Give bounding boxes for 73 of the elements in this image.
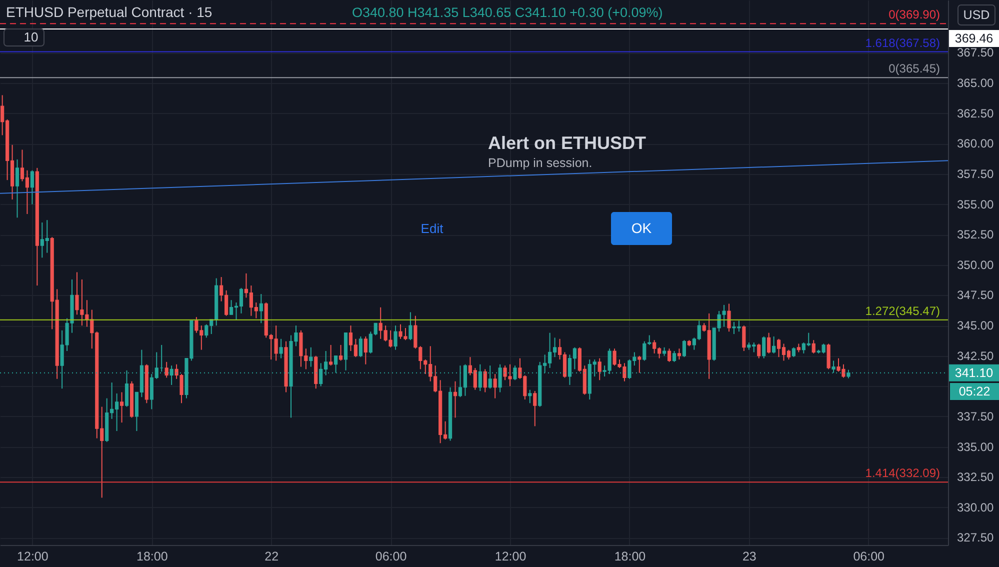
y-tick-label: 350.00	[957, 258, 994, 272]
text: 05:22	[958, 384, 990, 398]
y-tick-label: 362.50	[957, 106, 994, 120]
candlestick	[812, 340, 816, 354]
y-tick-label: 352.50	[957, 228, 994, 242]
annotation: 10	[24, 30, 38, 44]
candlestick	[408, 312, 412, 341]
y-tick-label: 367.50	[957, 46, 994, 60]
y-tick-label: 342.50	[957, 348, 994, 363]
candlestick	[30, 170, 34, 205]
candlestick	[453, 380, 458, 418]
candlestick	[329, 344, 333, 366]
candlestick	[767, 332, 771, 354]
candlestick	[394, 325, 398, 350]
candlestick	[309, 346, 313, 368]
candlestick	[279, 338, 283, 359]
annotation: PDump in session.	[488, 156, 592, 170]
candlestick	[727, 303, 731, 332]
y-tick-label: 355.00	[957, 197, 994, 212]
y-tick-label: 337.50	[957, 409, 994, 424]
x-tick-label: 22	[264, 550, 279, 564]
candlestick	[164, 361, 168, 378]
candlestick	[826, 343, 830, 370]
x-tick-label: 23	[742, 550, 756, 564]
text: USD	[963, 8, 990, 22]
candlestick	[672, 350, 676, 362]
candlestick	[638, 355, 642, 374]
chart-title: ETHUSD Perpetual Contract · 15	[6, 4, 212, 20]
candlestick	[120, 392, 124, 424]
ref-line-label: 1.272(345.47)	[865, 304, 940, 318]
candlestick	[762, 336, 766, 359]
candlestick	[358, 336, 362, 358]
y-tick-label: 345.00	[957, 318, 994, 333]
candlestick	[483, 368, 487, 393]
annotation: Edit	[420, 221, 444, 236]
ref-line-label: 369.46	[954, 32, 994, 46]
y-tick-label: 335.00	[957, 440, 994, 454]
x-tick-label: 06:00	[853, 550, 885, 564]
x-tick-label: 06:00	[375, 550, 407, 564]
candlestick	[677, 348, 682, 360]
y-tick-label: 347.50	[957, 288, 994, 302]
candlestick	[667, 348, 672, 362]
candlestick	[528, 389, 532, 404]
y-tick-label: 330.00	[957, 500, 994, 514]
candlestick	[742, 325, 746, 352]
ref-line-label: 0(365.45)	[888, 62, 940, 76]
y-tick-label: 357.50	[957, 166, 994, 181]
y-tick-label: 327.50	[957, 530, 994, 545]
annotation: OK	[631, 220, 652, 236]
x-tick-label: 18:00	[136, 550, 168, 564]
y-tick-label: 365.00	[957, 76, 994, 90]
x-tick-label: 12:00	[494, 550, 526, 564]
ref-line-label: 341.10	[954, 366, 994, 380]
y-tick-label: 332.50	[957, 470, 994, 484]
candlestick	[338, 344, 343, 362]
candlestick	[493, 374, 497, 399]
candlestick	[364, 336, 368, 365]
candlestick	[792, 346, 796, 358]
ref-line-label: 0(369.90)	[888, 8, 940, 22]
candlestick	[15, 158, 20, 218]
y-tick-label: 360.00	[957, 136, 994, 151]
candlestick	[757, 343, 761, 359]
candlestick	[533, 390, 537, 427]
chart-subtitle: O340.80 H341.35 L340.65 C341.10 +0.30 (+0.09%)	[352, 5, 663, 20]
x-tick-label: 12:00	[17, 550, 48, 564]
candlestick	[772, 336, 776, 354]
annotation: Alert on ETHUSDT	[488, 133, 646, 153]
candlestick	[598, 358, 602, 381]
ref-line-label: 1.618(367.58)	[865, 36, 940, 50]
ref-line-label: 1.414(332.09)	[865, 466, 940, 480]
candlestick	[259, 294, 263, 324]
candlestick	[682, 340, 686, 358]
x-tick-label: 18:00	[614, 550, 646, 564]
